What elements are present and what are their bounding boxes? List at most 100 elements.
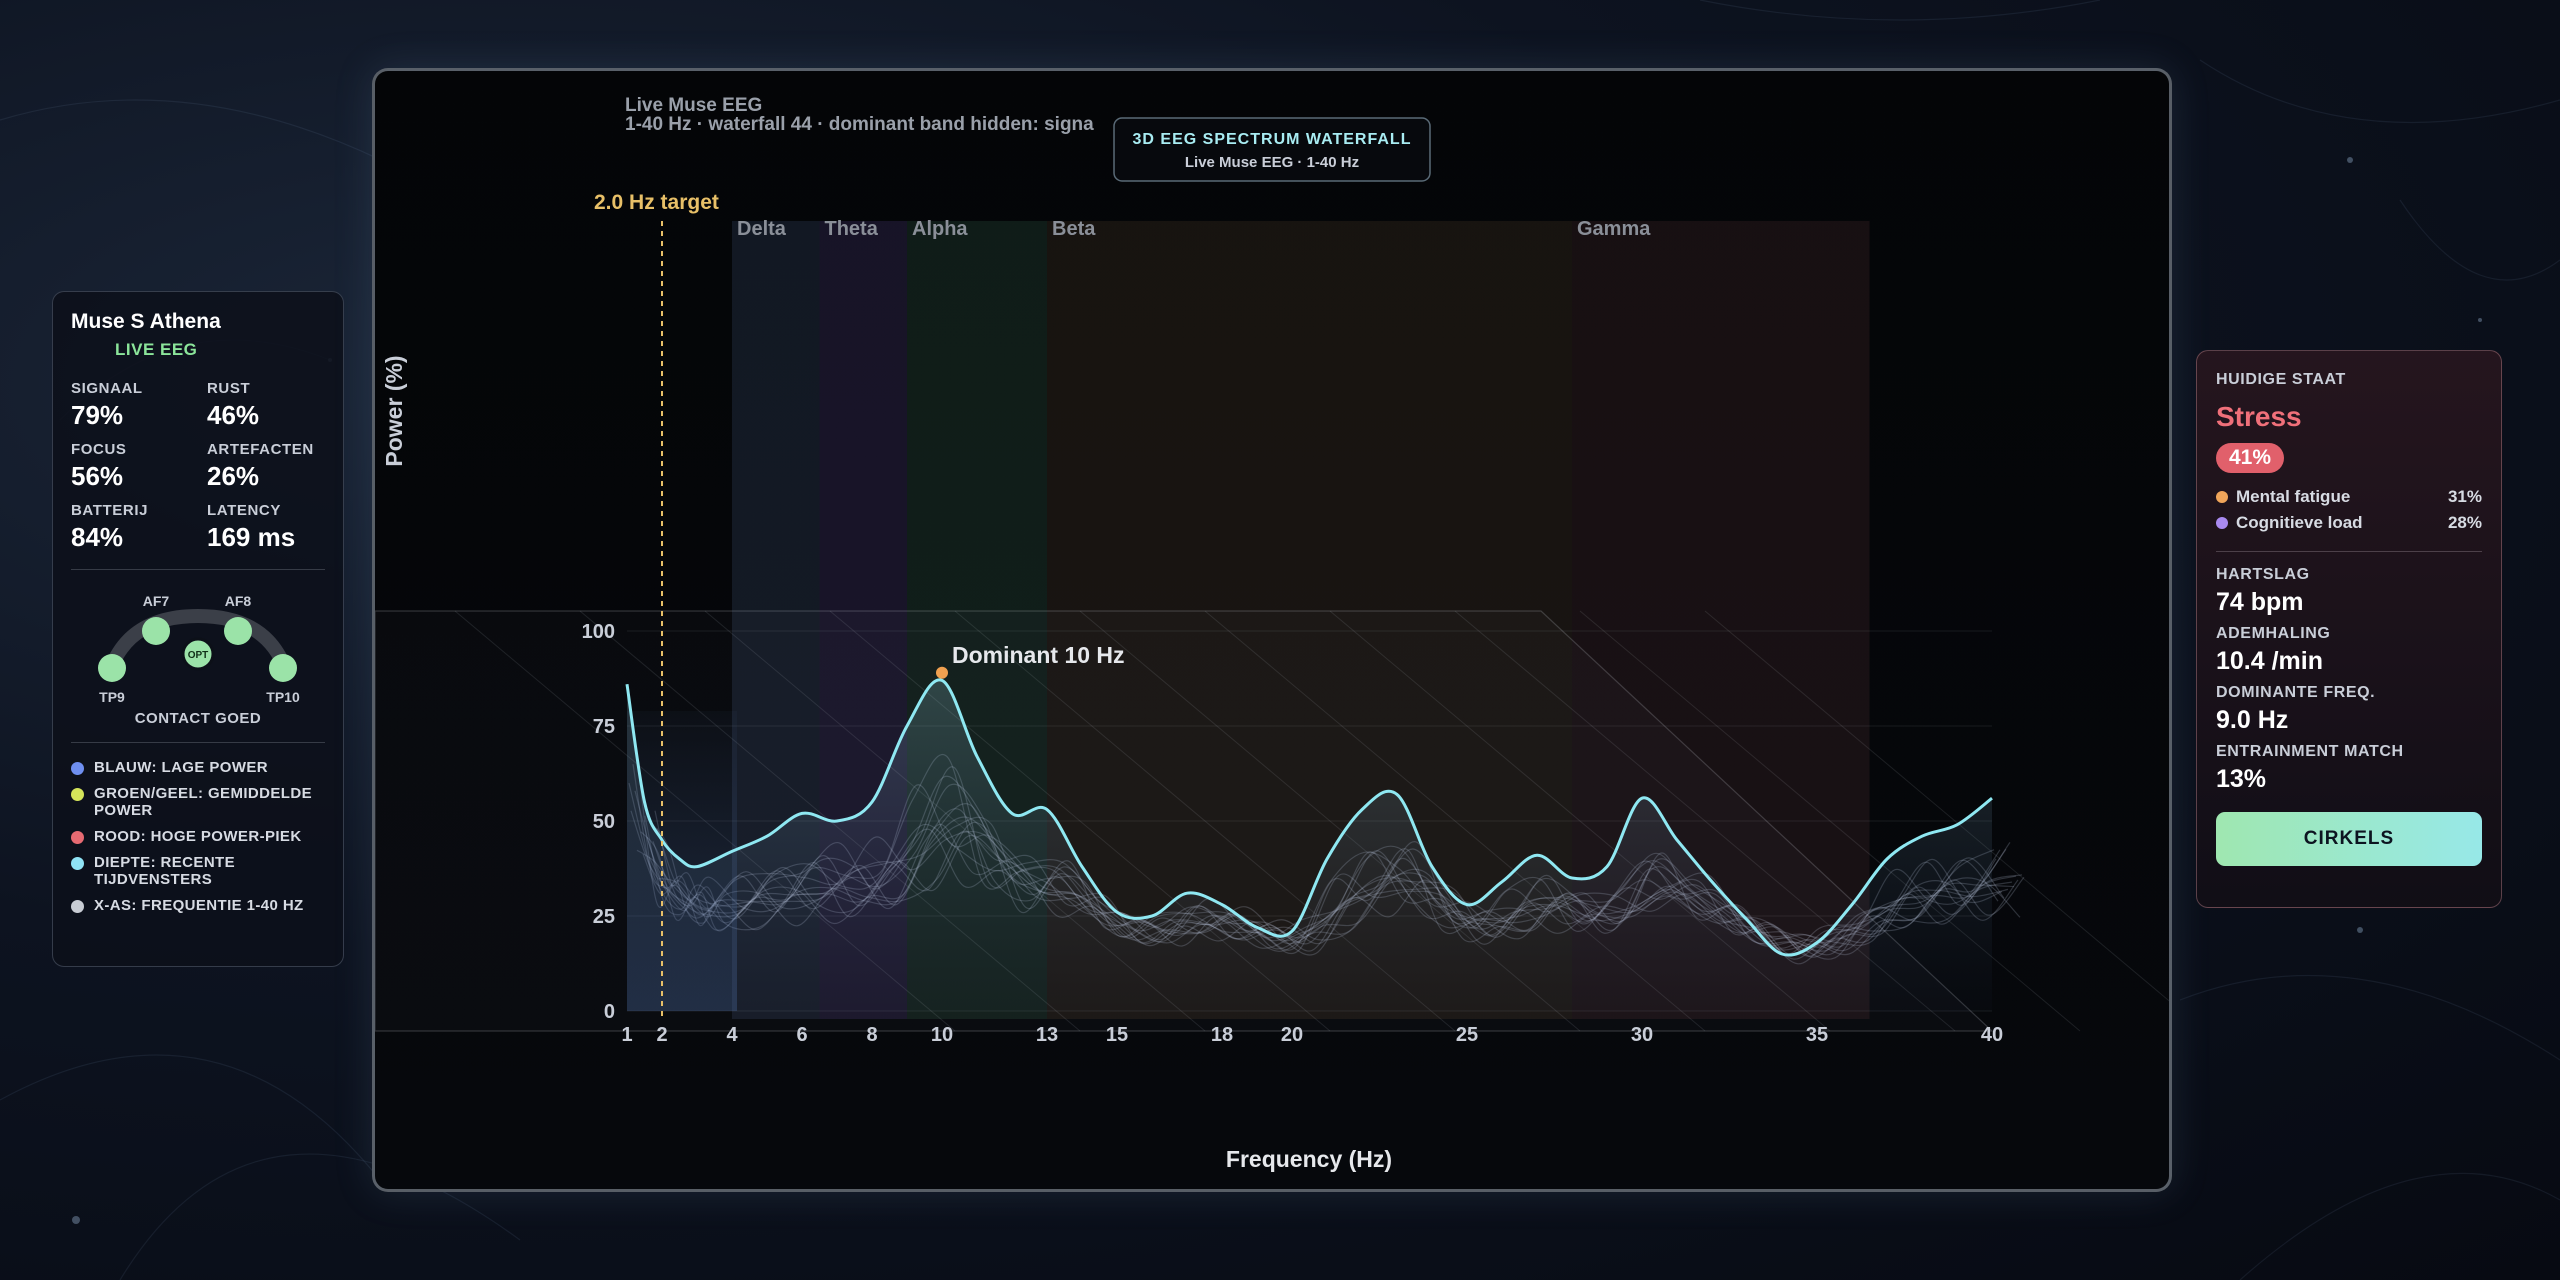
- metric-batterij: BATTERIJ 84%: [71, 502, 207, 553]
- metric-value: 56%: [71, 461, 124, 491]
- divider: [71, 569, 325, 570]
- x-tick-label: 13: [1036, 1024, 1058, 1046]
- y-tick-label: 25: [593, 906, 615, 928]
- legend-item: X-AS: FREQUENTIE 1-40 HZ: [71, 897, 325, 914]
- dominant-marker: [936, 666, 948, 679]
- vital-dominant-freq: DOMINANTE FREQ. 9.0 Hz: [2216, 684, 2482, 735]
- metric-rust: RUST 46%: [207, 380, 343, 431]
- spectrum-line: [625, 678, 1993, 957]
- metric-value: 26%: [207, 461, 260, 491]
- state-panel: HUIDIGE STAAT Stress 41% Mental fatigue 3…: [2196, 350, 2502, 908]
- band-label: Delta: [737, 218, 787, 240]
- metric-value: 84%: [71, 522, 124, 552]
- x-tick-label: 25: [1456, 1024, 1478, 1046]
- y-axis-label: Power (%): [381, 355, 407, 466]
- state-sub-item: Mental fatigue 31%: [2216, 487, 2482, 507]
- legend-label: X-AS: FREQUENTIE 1-40 HZ: [94, 897, 304, 914]
- band-label: Gamma: [1577, 218, 1651, 240]
- x-tick-label: 1: [621, 1024, 632, 1046]
- legend-label: GROEN/GEEL: GEMIDDELDE POWER: [94, 785, 312, 819]
- metric-label: SIGNAAL: [71, 380, 143, 397]
- headband-diagram: OPT AF7 AF8 TP9 TP10: [98, 593, 300, 705]
- x-axis-label: Frequency (Hz): [1226, 1146, 1392, 1172]
- vital-label: DOMINANTE FREQ.: [2216, 684, 2376, 701]
- x-tick-label: 35: [1806, 1024, 1828, 1046]
- band-label: Beta: [1052, 218, 1096, 240]
- divider: [71, 742, 325, 743]
- state-sub-dot: [2216, 491, 2228, 503]
- x-tick-label: 15: [1106, 1024, 1128, 1046]
- floor-gridline: [1704, 610, 2169, 1002]
- y-tick-label: 0: [604, 1001, 615, 1023]
- legend-dot: [71, 857, 84, 870]
- y-tick-label: 75: [593, 716, 615, 738]
- cirkels-button[interactable]: CIRKELS: [2216, 812, 2482, 866]
- chart-subtitle: Live Muse EEG · 1-40 Hz: [1185, 154, 1359, 171]
- device-panel: Muse S Athena LIVE EEG SIGNAAL 79% RUST 46…: [52, 291, 344, 967]
- state-name: Stress: [2216, 401, 2302, 432]
- vital-label: ADEMHALING: [2216, 625, 2331, 642]
- legend-item: GROEN/GEEL: GEMIDDELDE POWER: [71, 785, 325, 819]
- vital-heartrate: HARTSLAG 74 bpm: [2216, 566, 2482, 617]
- x-tick-label: 30: [1631, 1024, 1653, 1046]
- dominant-label: Dominant 10 Hz: [952, 642, 1125, 668]
- sensor-tp9: [98, 654, 126, 682]
- chart-header-line2: 1-40 Hz · waterfall 44 · dominant band h…: [625, 114, 1094, 135]
- metric-artefacten: ARTEFACTEN 26%: [207, 441, 343, 492]
- chart-title: 3D EEG SPECTRUM WATERFALL: [1133, 131, 1412, 148]
- sensor-map: OPT AF7 AF8 TP9 TP10 CONTACT GOED: [71, 586, 325, 736]
- metric-value: 46%: [207, 400, 260, 430]
- vital-value: 10.4 /min: [2216, 647, 2323, 675]
- vital-value: 74 bpm: [2216, 588, 2304, 616]
- x-tick-label: 2: [656, 1024, 667, 1046]
- legend-item: DIEPTE: RECENTE TIJDVENSTERS: [71, 854, 325, 888]
- vital-label: HARTSLAG: [2216, 566, 2310, 583]
- metric-label: RUST: [207, 380, 251, 397]
- state-sub-value: 28%: [2447, 513, 2482, 532]
- metric-value: 79%: [71, 400, 124, 430]
- metric-focus: FOCUS 56%: [71, 441, 207, 492]
- vital-label: ENTRAINMENT MATCH: [2216, 743, 2404, 760]
- metric-label: FOCUS: [71, 441, 127, 458]
- band-label: Alpha: [912, 218, 968, 240]
- state-sub-list: Mental fatigue 31% Cognitieve load 28%: [2216, 487, 2482, 533]
- legend-label: ROOD: HOGE POWER-PIEK: [94, 828, 302, 845]
- metric-label: ARTEFACTEN: [207, 441, 314, 458]
- spectrum-area: [627, 679, 1992, 1011]
- device-status: LIVE EEG: [115, 340, 198, 359]
- state-sub-left: Mental fatigue: [2216, 487, 2350, 507]
- y-tick-label: 100: [582, 621, 615, 643]
- target-label: 2.0 Hz target: [594, 191, 719, 214]
- metric-label: BATTERIJ: [71, 502, 149, 519]
- state-heading: HUIDIGE STAAT: [2216, 371, 2346, 388]
- x-tick-label: 8: [866, 1024, 877, 1046]
- metric-signaal: SIGNAAL 79%: [71, 380, 207, 431]
- spectrum-chart-panel: Delta Theta Alpha Beta Gamma 1 2 4 6 8 10 13 15 18 20…: [372, 68, 2172, 1192]
- vital-breathing: ADEMHALING 10.4 /min: [2216, 625, 2482, 676]
- legend-dot: [71, 762, 84, 775]
- metric-latency: LATENCY 169 ms: [207, 502, 343, 553]
- band-beta: [1047, 221, 1572, 1019]
- legend-item: BLAUW: LAGE POWER: [71, 759, 325, 776]
- legend-dot: [71, 788, 84, 801]
- x-tick-label: 20: [1281, 1024, 1303, 1046]
- legend-dot: [71, 900, 84, 913]
- state-sub-item: Cognitieve load 28%: [2216, 513, 2482, 533]
- state-sub-left: Cognitieve load: [2216, 513, 2363, 533]
- x-tick-label: 4: [726, 1024, 738, 1046]
- chart-header-line1: Live Muse EEG: [625, 95, 762, 116]
- sensor-af8-label: AF8: [225, 593, 252, 609]
- y-tick-label: 50: [593, 811, 615, 833]
- state-sub-value: 31%: [2447, 487, 2482, 506]
- legend-item: ROOD: HOGE POWER-PIEK: [71, 828, 325, 845]
- state-sub-label: Cognitieve load: [2236, 513, 2363, 532]
- x-tick-label: 6: [796, 1024, 807, 1046]
- device-name: Muse S Athena: [71, 310, 221, 333]
- x-tick-label: 10: [931, 1024, 953, 1046]
- sensor-tp10: [269, 654, 297, 682]
- legend-dot: [71, 831, 84, 844]
- floor-gridline: [1579, 610, 2081, 1032]
- vital-entrainment: ENTRAINMENT MATCH 13%: [2216, 743, 2482, 794]
- x-tick-label: 40: [1981, 1024, 2003, 1046]
- state-sub-dot: [2216, 517, 2228, 529]
